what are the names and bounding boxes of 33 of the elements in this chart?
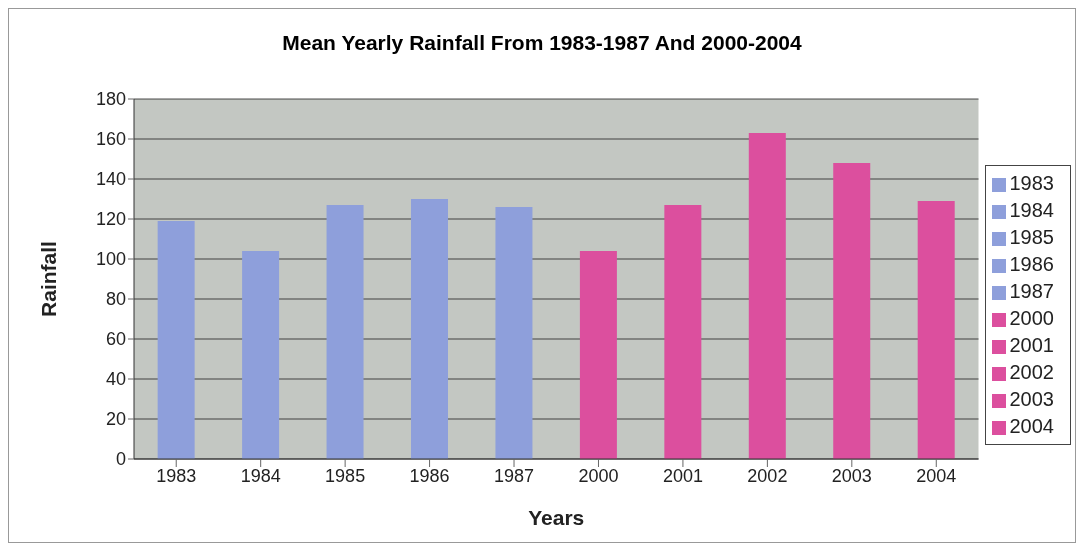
x-tick-label: 2004 bbox=[916, 465, 957, 486]
x-tick-label: 2003 bbox=[831, 465, 872, 486]
legend-label: 2000 bbox=[1009, 307, 1054, 329]
x-tick-label: 1986 bbox=[409, 465, 450, 486]
y-tick-label: 0 bbox=[115, 449, 126, 470]
legend-label: 1983 bbox=[1009, 172, 1054, 194]
x-tick-label: 2000 bbox=[578, 465, 619, 486]
legend-label: 2004 bbox=[1009, 415, 1054, 437]
x-tick-label: 1985 bbox=[325, 465, 366, 486]
legend-label: 1986 bbox=[1009, 253, 1054, 275]
x-tick-label: 1984 bbox=[240, 465, 281, 486]
legend-label: 1985 bbox=[1009, 226, 1054, 248]
x-tick-label: 2001 bbox=[662, 465, 703, 486]
x-tick-label: 1987 bbox=[494, 465, 535, 486]
legend-label: 2002 bbox=[1009, 361, 1054, 383]
y-tick-label: 120 bbox=[95, 209, 126, 230]
y-tick-label: 160 bbox=[95, 129, 126, 150]
legend-label: 1987 bbox=[1009, 280, 1054, 302]
y-tick-label: 40 bbox=[105, 369, 126, 390]
y-tick-label: 80 bbox=[105, 289, 126, 310]
legend-label: 1984 bbox=[1009, 199, 1054, 221]
x-axis-title: Years bbox=[528, 506, 585, 529]
x-tick-label: 1983 bbox=[156, 465, 197, 486]
y-tick-label: 20 bbox=[105, 409, 126, 430]
y-tick-label: 60 bbox=[105, 329, 126, 350]
legend-label: 2001 bbox=[1009, 334, 1054, 356]
y-tick-label: 180 bbox=[95, 89, 126, 110]
y-axis-title: Rainfall bbox=[37, 241, 61, 317]
chart-title: Mean Yearly Rainfall From 1983-1987 And 2000-2004 bbox=[281, 30, 803, 56]
y-tick-label: 140 bbox=[95, 169, 126, 190]
x-tick-label: 2002 bbox=[747, 465, 788, 486]
legend-label: 2003 bbox=[1009, 388, 1054, 410]
y-tick-label: 100 bbox=[95, 249, 126, 270]
